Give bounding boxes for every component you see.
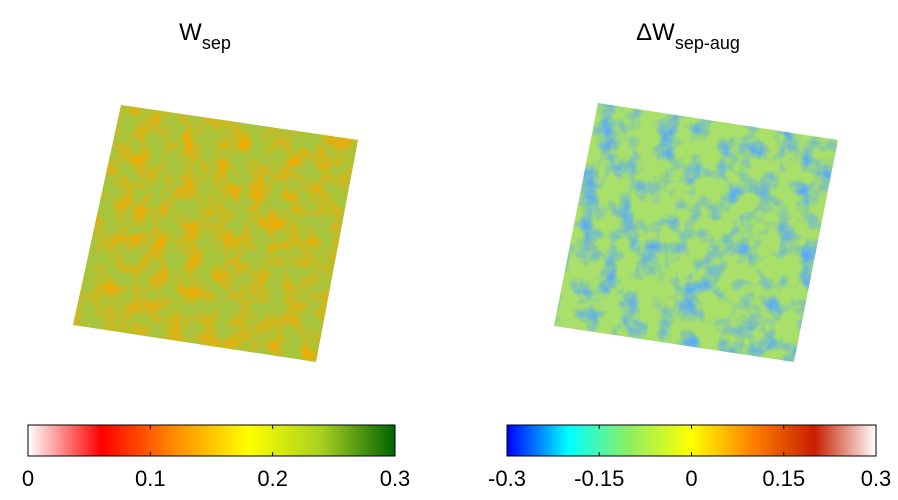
colorbar-tick-label: 0.3 <box>861 466 892 491</box>
title-subscript: sep <box>202 33 231 53</box>
colorbar <box>506 424 877 457</box>
title-main: ΔW <box>636 19 675 46</box>
colorbar-tick-label: 0.1 <box>135 466 166 491</box>
colorbar-tick-label: 0 <box>685 466 697 491</box>
colorbar-tick-label: 0.2 <box>257 466 288 491</box>
map-texture <box>554 103 838 362</box>
colorbar <box>27 424 396 457</box>
colorbar-tick-label: 0.3 <box>380 466 411 491</box>
colorbar-tick-label: 0.15 <box>762 466 805 491</box>
colorbar-tick-label: -0.3 <box>488 466 526 491</box>
title-main: W <box>179 19 202 46</box>
colorbar-tick-label: 0 <box>22 466 34 491</box>
title-subscript: sep-aug <box>675 33 740 53</box>
panel-title: ΔWsep-aug <box>636 19 740 53</box>
panel-title: Wsep <box>179 19 231 53</box>
map-texture <box>73 105 358 362</box>
colorbar-tick-label: -0.15 <box>574 466 624 491</box>
